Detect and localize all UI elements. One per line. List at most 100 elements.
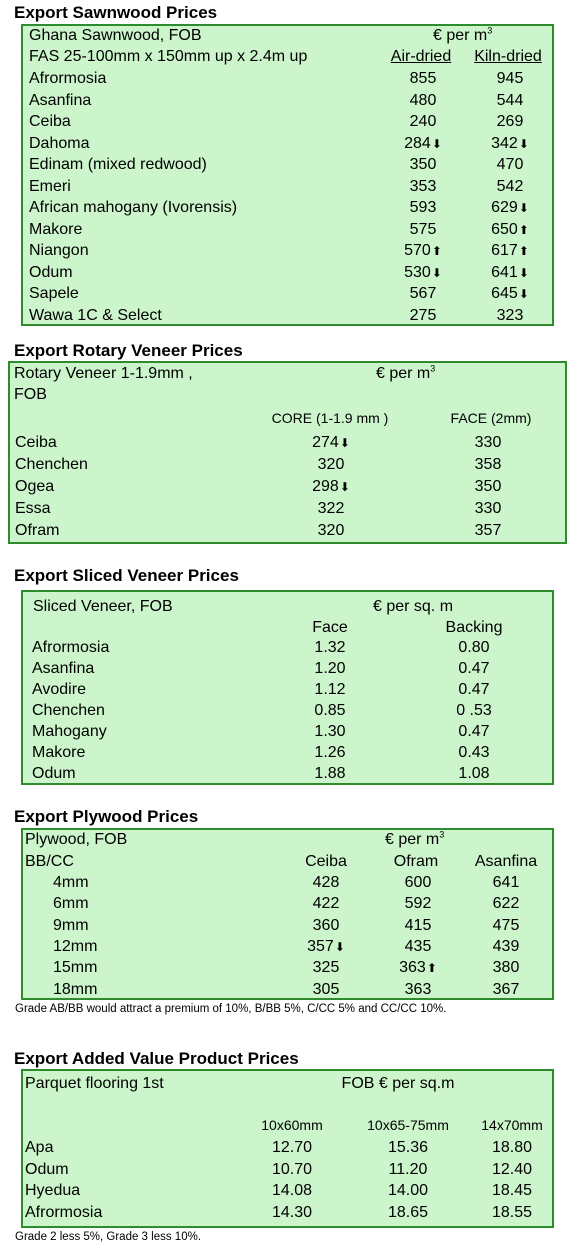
row-value: 0.85 [314,702,346,719]
row-value: 0.80 [458,639,490,656]
added-value-title: Export Added Value Product Prices [14,1049,299,1068]
row-value: 322 [317,500,345,517]
table-row: Chenchen 0.85 0 .53 [23,701,552,721]
row-value: 435 [404,937,432,955]
table-row: 18mm 305 363 367 [23,980,552,1000]
row-value: 567 [409,285,437,302]
sawnwood-unit: € per m3 [433,25,493,44]
table-row: Avodire 1.12 0.47 [23,680,552,700]
row-value: 0.47 [458,660,490,677]
rotary-caption2-row: FOB [10,385,565,405]
row-value: 629⬇ [491,199,529,216]
row-value: 275 [409,306,437,324]
row-value: 14.00 [387,1182,429,1199]
table-row: Asanfina 480 544 [23,91,552,111]
arrow-down-icon: ⬇ [431,136,442,151]
row-value: 641 [492,874,520,891]
row-value: 15.36 [387,1139,429,1156]
table-row: Dahoma 284⬇ 342⬇ [23,134,552,154]
row-value: 284⬇ [404,134,442,152]
added-value-caption: Parquet flooring 1st [25,1075,164,1092]
row-value: 330 [474,500,502,517]
row-value: 18.65 [387,1203,429,1221]
row-value: 325 [312,959,340,977]
row-value: 1.12 [314,681,346,698]
arrow-up-icon: ⬆ [518,244,529,258]
row-value: 353 [409,177,437,195]
plywood-unit: € per m3 [385,829,445,848]
rotary-table: Rotary Veneer 1-1.9mm , € per m3 FOB COR… [8,361,567,544]
added-value-note: Grade 2 less 5%, Grade 3 less 10%. [15,1231,202,1243]
row-value: 14.30 [271,1203,313,1221]
row-name: Ofram [15,522,60,539]
row-name: Niangon [29,242,89,259]
arrow-down-icon: ⬇ [518,265,529,280]
row-value: 945 [496,70,524,87]
row-name: Odum [25,1160,69,1178]
row-value: 330 [474,434,502,451]
row-value: 570⬆ [404,242,442,259]
row-name: 12mm [53,937,98,955]
row-value: 592 [404,895,432,913]
plywood-note: Grade AB/BB would attract a premium of 1… [15,1003,447,1015]
row-value: 600 [404,874,432,891]
arrow-up-icon: ⬆ [518,222,529,237]
row-name: Afrormosia [32,639,110,656]
plywood-title: Export Plywood Prices [14,807,199,826]
rotary-title: Export Rotary Veneer Prices [14,341,243,360]
row-value: 422 [312,895,340,913]
added-value-col-14x70: 14x70mm [481,1117,543,1133]
row-value: 575 [409,220,437,238]
row-value: 350 [409,156,437,173]
table-row: Ogea 298⬇ 350 [10,477,565,497]
plywood-caption-row: Plywood, FOB € per m3 [23,830,552,850]
row-name: Chenchen [32,702,105,719]
arrow-down-icon: ⬇ [518,136,529,151]
rotary-col-face: FACE (2mm) [450,410,532,426]
row-value: 14.08 [271,1182,313,1199]
row-value: 18.55 [491,1203,533,1221]
row-name: Avodire [32,681,86,698]
table-row: Emeri 353 542 [23,177,552,197]
row-value: 12.70 [271,1139,313,1156]
row-value: 357⬇ [307,937,345,955]
row-value: 363⬆ [399,959,437,977]
table-row: 12mm 357⬇ 435 439 [23,937,552,957]
row-value: 480 [409,91,437,109]
row-value: 645⬇ [491,285,529,302]
table-row: Ofram 320 357 [10,521,565,541]
table-row: Afrormosia 14.30 18.65 18.55 [23,1203,552,1223]
sawnwood-caption: Ghana Sawnwood, FOB [29,27,202,44]
row-name: Mahogany [32,723,107,740]
row-value: 1.32 [314,639,346,656]
table-row: Mahogany 1.30 0.47 [23,722,552,742]
added-value-unit: FOB € per sq.m [341,1075,455,1092]
row-value: 12.40 [491,1160,533,1178]
row-name: Apa [25,1139,54,1156]
plywood-header-row: BB/CC Ceiba Ofram Asanfina [23,852,552,872]
row-name: Chenchen [15,456,88,473]
row-value: 274⬇ [312,434,350,451]
sliced-caption: Sliced Veneer, FOB [33,598,173,615]
added-value-header-row: 10x60mm 10x65-75mm 14x70mm [23,1115,552,1135]
rotary-unit: € per m3 [376,363,436,382]
plywood-caption: Plywood, FOB [25,831,128,848]
table-row: 6mm 422 592 622 [23,894,552,914]
arrow-down-icon: ⬇ [339,480,350,494]
row-value: 11.20 [388,1160,428,1178]
row-name: Ceiba [29,113,71,130]
row-name: African mahogany (Ivorensis) [29,199,238,216]
row-name: 15mm [53,959,98,977]
table-row: 9mm 360 415 475 [23,916,552,936]
table-row: Sapele 567 645⬇ [23,284,552,304]
row-value: 542 [496,177,524,195]
sliced-title: Export Sliced Veneer Prices [14,566,239,585]
table-row: Odum 10.70 11.20 12.40 [23,1160,552,1180]
row-value: 323 [496,306,524,324]
rotary-caption2: FOB [14,386,47,403]
row-name: Ogea [15,478,55,495]
row-name: 6mm [53,895,89,913]
arrow-up-icon: ⬆ [431,244,442,258]
added-value-col-10x65-75: 10x65-75mm [367,1117,449,1133]
row-value: 240 [409,113,437,130]
